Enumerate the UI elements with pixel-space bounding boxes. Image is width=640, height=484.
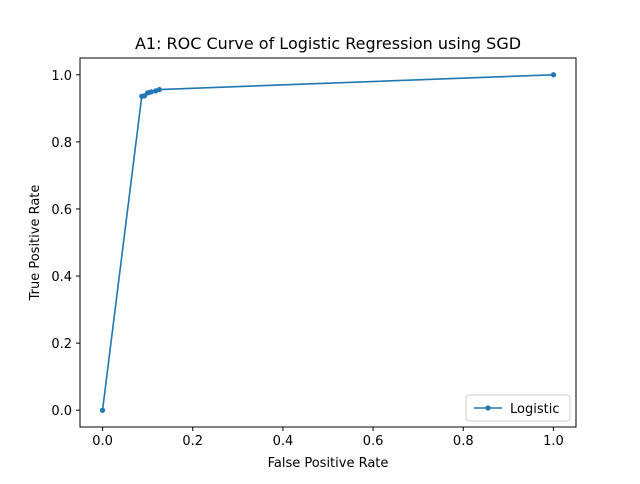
x-tick-label: 0.0 [92,434,113,449]
x-tick-label: 1.0 [543,434,564,449]
y-tick-label: 0.6 [51,203,72,218]
y-tick-label: 0.4 [51,270,72,285]
y-axis-label: True Positive Rate [28,185,43,302]
plot-frame [79,57,577,428]
y-tick-label: 0.2 [51,337,72,352]
legend-label: Logistic [510,402,559,417]
data-point [99,407,106,413]
axes: 0.0 0.2 0.4 0.6 0.8 1.0 0.0 0.2 0.4 0.6 0.8 1.0 [51,57,577,449]
legend-marker-swatch [485,405,491,411]
data-point [550,72,557,78]
data-point [156,86,162,93]
y-tick-label: 1.0 [51,69,72,84]
legend-box [465,394,571,422]
x-tick-label: 0.6 [363,434,384,449]
x-axis-label: False Positive Rate [268,456,389,471]
y-tick-label: 0.0 [51,404,72,419]
legend: Logistic [465,394,571,422]
chart-title: A1: ROC Curve of Logistic Regression usi… [135,34,521,53]
data-point [148,89,154,95]
x-tick-label: 0.2 [182,434,203,449]
y-tick-label: 0.8 [51,136,72,151]
x-tick-label: 0.4 [273,434,294,449]
x-tick-label: 0.8 [453,434,474,449]
